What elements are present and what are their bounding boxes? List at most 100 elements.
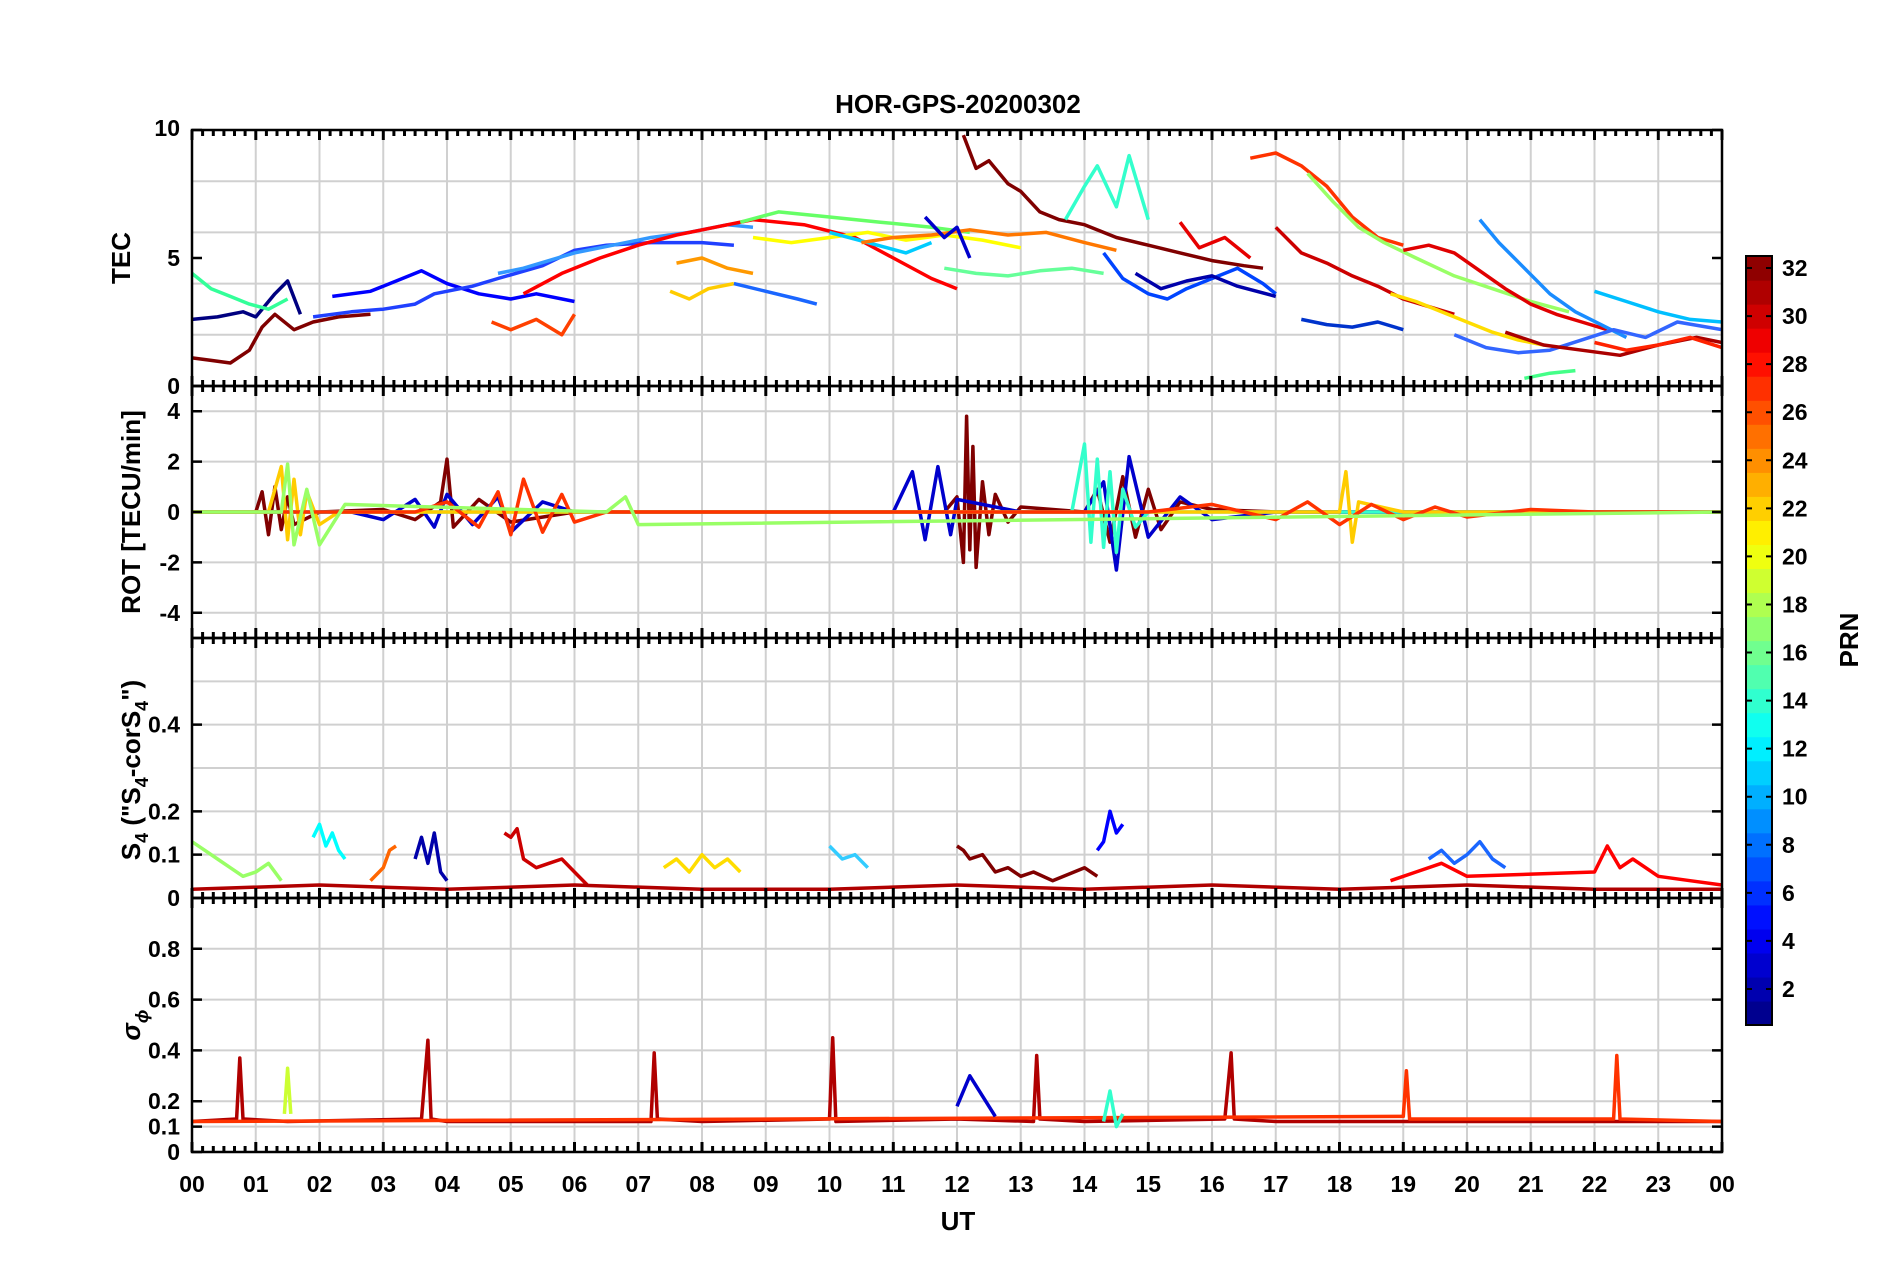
colorbar-tick-label: 24 <box>1782 447 1808 473</box>
colorbar-tick-label: 12 <box>1782 736 1808 762</box>
series-line-sigma-1 <box>192 1053 1722 1124</box>
colorbar-swatch <box>1746 376 1772 401</box>
series-line-tec-15 <box>961 134 1264 270</box>
colorbar-swatch <box>1746 424 1772 449</box>
x-tick-label: 00 <box>179 1171 205 1197</box>
y-tick-label: 0.8 <box>148 936 180 962</box>
y-tick-label: 0.4 <box>148 1037 180 1063</box>
x-tick-label: 05 <box>498 1171 524 1197</box>
series-line-s4-9 <box>1427 839 1507 870</box>
series-line-tec-18 <box>1063 153 1150 221</box>
y-tick-label: 0 <box>167 1139 180 1165</box>
y-tick-label: 0 <box>167 885 180 911</box>
y-tick-label: 0.4 <box>148 712 180 738</box>
colorbar-swatch <box>1746 760 1772 786</box>
series-line-tec-2 <box>192 272 289 311</box>
colorbar-tick-label: 26 <box>1782 399 1808 425</box>
series-line-tec-20 <box>1134 271 1277 299</box>
s4-ylabel-paren: ("S <box>116 787 146 833</box>
series-line-tec-3 <box>332 269 575 304</box>
x-tick-label: 02 <box>307 1171 333 1197</box>
x-tick-label: 15 <box>1135 1171 1161 1197</box>
series-line-rot-2 <box>192 442 1722 555</box>
x-tick-label: 07 <box>625 1171 651 1197</box>
series-line-rot-5 <box>192 462 1722 547</box>
colorbar-tick-label: 32 <box>1782 255 1808 281</box>
x-minor-ticks <box>190 386 1724 638</box>
x-tick-label: 12 <box>944 1171 970 1197</box>
series-line-s4-4 <box>503 826 589 887</box>
colorbar-tick-label: 28 <box>1782 351 1808 377</box>
series-line-s4-10 <box>1389 844 1722 887</box>
y-tick-label: 4 <box>167 398 180 424</box>
series-line-sigma-4 <box>1101 1089 1125 1129</box>
x-axis-label: UT <box>941 1206 976 1236</box>
series-line-tec-21 <box>1178 221 1252 260</box>
colorbar-tick-label: 20 <box>1782 543 1808 569</box>
sigma-ylabel: σϕ <box>116 1010 152 1041</box>
series-line-tec-17 <box>944 266 1104 278</box>
colorbar-frame <box>1745 255 1773 1026</box>
colorbar-tick-label: 30 <box>1782 303 1808 329</box>
colorbar-tick-label: 6 <box>1782 880 1795 906</box>
series-line-tec-12 <box>752 230 1022 250</box>
series-line-tec-9 <box>669 281 735 301</box>
series-line-tec-10 <box>733 281 818 306</box>
colorbar-label: PRN <box>1834 613 1864 668</box>
series-line-tec-16 <box>923 215 972 259</box>
series-line-tec-27 <box>1389 292 1544 347</box>
sigma-phi-panel: 00.10.2 0.4 0.6 0.8 <box>148 896 1724 1165</box>
rot-panel: -4 -2 0 2 4 <box>160 384 1724 640</box>
series-line-tec-32 <box>1594 335 1722 352</box>
series-line-tec-19 <box>1102 251 1277 301</box>
colorbar-swatch <box>1746 664 1772 690</box>
series-line-tec-8 <box>676 256 754 276</box>
x-tick-labels: 00 01 02 03 04 05 06 07 08 09 10 11 12 13 14 15 16 17 18 19… <box>179 1171 1735 1197</box>
colorbar-swatch <box>1746 1000 1772 1026</box>
y-tick-label: 2 <box>167 449 180 475</box>
y-tick-label: -4 <box>160 600 181 626</box>
x-minor-ticks <box>190 898 1724 1152</box>
rot-ylabel: ROT [TECU/min] <box>116 410 146 614</box>
colorbar-tick-label: 4 <box>1782 928 1795 954</box>
s4-ylabel-sub2: 4 <box>132 777 152 787</box>
x-tick-label: 10 <box>817 1171 843 1197</box>
series-line-tec-28 <box>1478 218 1628 339</box>
colorbar-swatch <box>1746 280 1772 305</box>
s4-ylabel-mid: -corS <box>116 711 146 777</box>
series-line-tec-31 <box>1504 330 1722 358</box>
x-tick-label: 23 <box>1645 1171 1671 1197</box>
series-line-tec-25 <box>1300 317 1404 332</box>
s4-ylabel: S4 ("S4-corS4") <box>116 680 152 860</box>
series-line-tec-13 <box>829 230 933 255</box>
colorbar-swatch <box>1746 472 1772 497</box>
colorbar-tick-label: 8 <box>1782 832 1795 858</box>
x-tick-label: 04 <box>434 1171 460 1197</box>
colorbar-swatch <box>1746 808 1772 834</box>
series-line-tec-1 <box>192 312 371 365</box>
series-line-tec-30 <box>1453 320 1722 355</box>
y-tick-label: 0 <box>167 499 180 525</box>
series-line-s4-2 <box>413 831 449 882</box>
series-line-tec-7 <box>522 217 958 296</box>
series-line-s4-1 <box>311 822 347 861</box>
series-line-s4-6 <box>828 844 870 869</box>
y-tick-label: 0.6 <box>148 987 180 1013</box>
colorbar-swatch <box>1746 856 1772 882</box>
series-line-tec-6 <box>490 313 576 337</box>
x-tick-label: 03 <box>370 1171 396 1197</box>
x-minor-ticks <box>190 638 1724 898</box>
s4-ylabel-sub: 4 <box>132 833 152 843</box>
colorbar-swatch <box>1746 712 1772 738</box>
colorbar-swatch <box>1746 568 1772 594</box>
y-tick-label: 0 <box>167 373 180 399</box>
x-minor-ticks <box>190 130 1724 386</box>
sigma-ylabel-main: σ <box>116 1021 146 1040</box>
colorbar-swatch <box>1746 904 1772 930</box>
colorbar-swatch <box>1746 520 1772 545</box>
y-tick-label: -2 <box>160 549 180 575</box>
x-tick-label: 19 <box>1390 1171 1416 1197</box>
colorbar-tick-label: 18 <box>1782 591 1808 617</box>
series-line-sigma-3 <box>955 1074 997 1118</box>
